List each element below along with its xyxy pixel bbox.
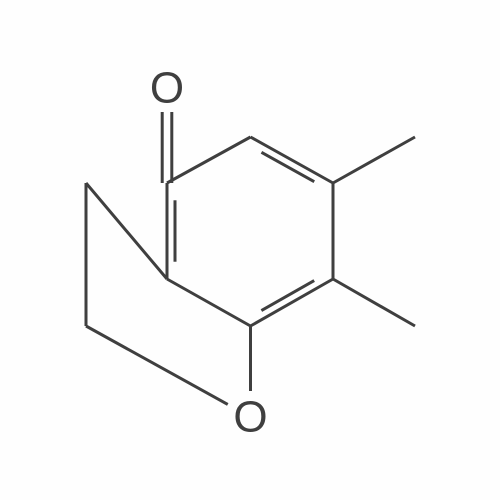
bonds-layer bbox=[86, 112, 415, 404]
molecule-diagram: OO bbox=[0, 0, 500, 500]
bond-line bbox=[251, 279, 334, 326]
bond-line bbox=[251, 137, 334, 183]
bond-line bbox=[167, 279, 251, 326]
atom-label-o: O bbox=[150, 64, 184, 113]
bond-line bbox=[167, 137, 251, 183]
bond-line bbox=[333, 279, 415, 326]
bond-line bbox=[86, 183, 167, 279]
bond-line bbox=[86, 326, 228, 404]
bond-line bbox=[333, 137, 415, 183]
atom-label-o: O bbox=[233, 393, 267, 442]
